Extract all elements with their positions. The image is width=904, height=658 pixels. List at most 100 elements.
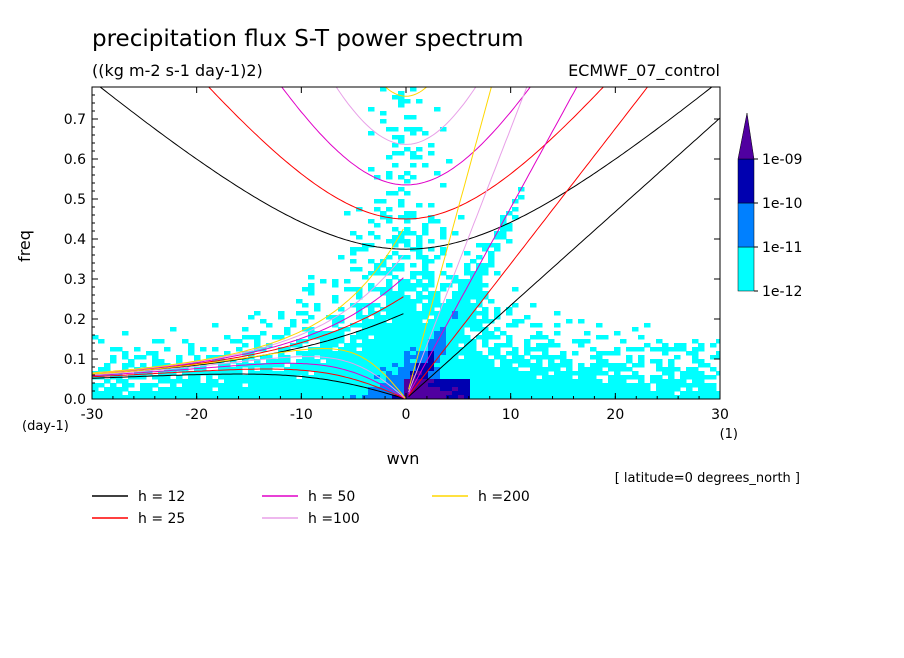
heatmap-cell: [338, 339, 345, 344]
heatmap-cell: [692, 339, 699, 344]
heatmap-cell: [464, 339, 471, 344]
heatmap-cell: [404, 179, 411, 184]
heatmap-cell: [482, 283, 489, 288]
heatmap-cell: [422, 395, 429, 399]
heatmap-cell: [644, 395, 651, 399]
heatmap-cell: [572, 395, 579, 399]
heatmap-cell: [254, 339, 261, 344]
heatmap-cell: [116, 379, 123, 384]
heatmap-cell: [560, 383, 567, 388]
heatmap-cell: [326, 387, 333, 392]
heatmap-cell: [464, 291, 471, 296]
heatmap-cell: [524, 387, 531, 392]
heatmap-cell: [290, 319, 297, 324]
heatmap-cell: [266, 355, 273, 360]
heatmap-cell: [278, 335, 285, 340]
heatmap-cell: [512, 199, 519, 204]
heatmap-cell: [536, 395, 543, 399]
heatmap-cell: [434, 107, 441, 112]
heatmap-cell: [386, 219, 393, 224]
heatmap-cell: [452, 359, 459, 364]
heatmap-cell: [482, 331, 489, 336]
heatmap-cell: [452, 387, 459, 392]
heatmap-cell: [500, 371, 507, 376]
heatmap-cell: [470, 283, 477, 288]
heatmap-cell: [386, 255, 393, 260]
heatmap-cell: [416, 127, 423, 132]
heatmap-cell: [452, 383, 459, 388]
heatmap-cell: [260, 387, 267, 392]
heatmap-cell: [158, 379, 165, 384]
heatmap-cell: [524, 383, 531, 388]
heatmap-cell: [446, 379, 453, 384]
heatmap-cell: [380, 335, 387, 340]
heatmap-cell: [440, 303, 447, 308]
heatmap-cell: [626, 383, 633, 388]
heatmap-cell: [194, 355, 201, 360]
heatmap-cell: [422, 283, 429, 288]
heatmap-cell: [398, 283, 405, 288]
heatmap-cell: [548, 395, 555, 399]
heatmap-cell: [452, 339, 459, 344]
heatmap-cell: [548, 383, 555, 388]
heatmap-cell: [404, 171, 411, 176]
heatmap-cell: [338, 355, 345, 360]
heatmap-cell: [464, 271, 471, 276]
heatmap-cell: [572, 371, 579, 376]
heatmap-cell: [536, 371, 543, 376]
heatmap-cell: [656, 359, 663, 364]
heatmap-cell: [392, 127, 399, 132]
heatmap-cell: [488, 263, 495, 268]
heatmap-cell: [410, 339, 417, 344]
heatmap-cell: [416, 239, 423, 244]
heatmap-cell: [236, 379, 243, 384]
heatmap-cell: [584, 395, 591, 399]
heatmap-cell: [320, 375, 327, 380]
heatmap-cell: [464, 267, 471, 272]
heatmap-cell: [548, 379, 555, 384]
heatmap-cell: [524, 359, 531, 364]
heatmap-cell: [500, 231, 507, 236]
heatmap-cell: [368, 363, 375, 368]
heatmap-cell: [368, 271, 375, 276]
heatmap-cell: [710, 375, 717, 380]
heatmap-cell: [704, 391, 711, 396]
heatmap-cell: [374, 223, 381, 228]
heatmap-cell: [704, 383, 711, 388]
heatmap-cell: [398, 295, 405, 300]
heatmap-cell: [428, 387, 435, 392]
heatmap-cell: [350, 391, 357, 396]
heatmap-cell: [470, 355, 477, 360]
heatmap-cell: [428, 371, 435, 376]
heatmap-cell: [566, 319, 573, 324]
heatmap-cell: [596, 323, 603, 328]
heatmap-cell: [398, 371, 405, 376]
heatmap-cell: [410, 331, 417, 336]
heatmap-cell: [230, 387, 237, 392]
heatmap-cell: [254, 371, 261, 376]
heatmap-cell: [206, 375, 213, 380]
heatmap-cell: [254, 395, 261, 399]
heatmap-cell: [374, 303, 381, 308]
heatmap-cell: [434, 343, 441, 348]
heatmap-cell: [716, 395, 720, 399]
heatmap-cell: [284, 383, 291, 388]
heatmap-cell: [386, 311, 393, 316]
y-tick-label: 0.0: [64, 392, 86, 408]
heatmap-cell: [542, 347, 549, 352]
heatmap-cell: [380, 315, 387, 320]
heatmap-cell: [122, 351, 129, 356]
heatmap-cell: [404, 147, 411, 152]
heatmap-cell: [314, 379, 321, 384]
heatmap-cell: [476, 291, 483, 296]
heatmap-cell: [392, 135, 399, 140]
heatmap-cell: [554, 391, 561, 396]
heatmap-cell: [458, 291, 465, 296]
heatmap-cell: [386, 327, 393, 332]
heatmap-cell: [404, 211, 411, 216]
heatmap-cell: [398, 383, 405, 388]
heatmap-cell: [470, 295, 477, 300]
heatmap-cell: [488, 335, 495, 340]
heatmap-cell: [572, 339, 579, 344]
heatmap-cell: [344, 395, 351, 399]
